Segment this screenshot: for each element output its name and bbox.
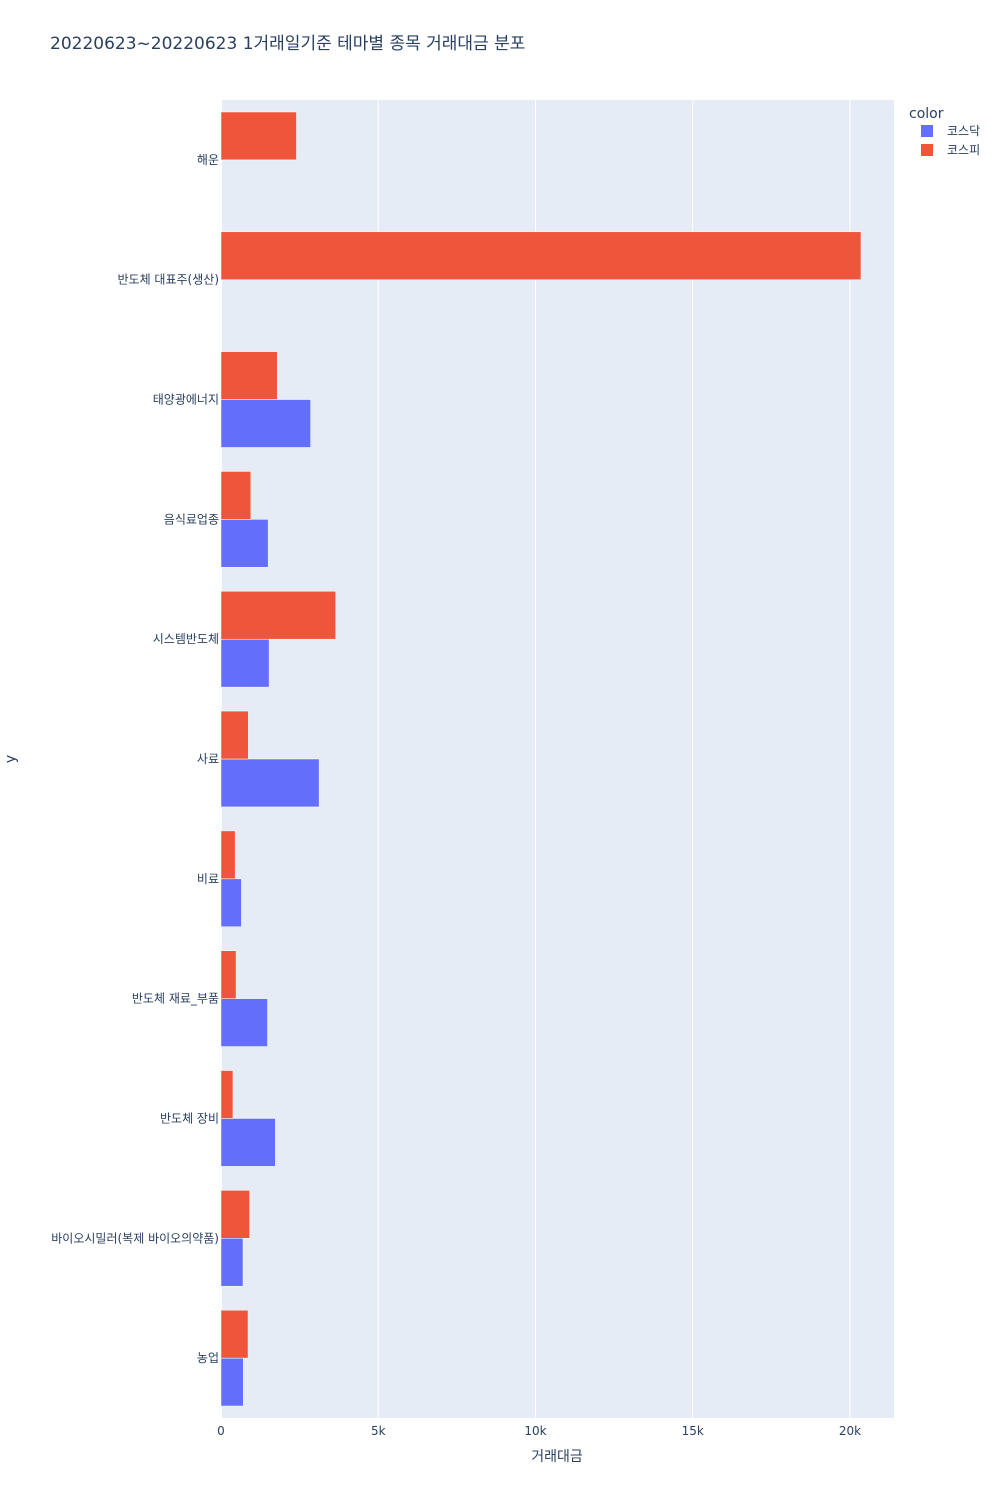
legend-label: 코스닥 xyxy=(947,124,980,138)
x-axis-ticks: 0 5k 10k 15k 20k xyxy=(217,1424,861,1438)
y-tick-label: 시스템반도체 xyxy=(153,632,219,646)
bar-kosdaq[interactable] xyxy=(220,519,269,568)
bar-kospi[interactable] xyxy=(220,950,237,999)
bar-kosdaq[interactable] xyxy=(220,1357,244,1407)
legend-label: 코스피 xyxy=(947,143,980,157)
plot-area xyxy=(221,100,894,1418)
legend-title: color xyxy=(909,106,944,122)
bar-kosdaq[interactable] xyxy=(220,878,242,927)
x-axis-title: 거래대금 xyxy=(531,1449,583,1465)
bar-kosdaq[interactable] xyxy=(220,638,270,688)
y-tick-label: 해운 xyxy=(197,153,219,167)
bar-kosdaq[interactable] xyxy=(220,758,320,808)
bars xyxy=(220,111,862,1407)
y-tick-label: 비료 xyxy=(197,872,219,886)
y-tick-label: 바이오시밀러(복제 바이오의약품) xyxy=(51,1230,219,1245)
legend-swatch xyxy=(921,125,933,137)
legend-item[interactable]: 코스피 xyxy=(921,143,980,157)
legend-item[interactable]: 코스닥 xyxy=(921,124,980,138)
bar-kospi[interactable] xyxy=(220,710,249,760)
x-tick-label: 5k xyxy=(371,1424,386,1438)
bar-kospi[interactable] xyxy=(220,830,236,880)
x-tick-label: 15k xyxy=(682,1424,704,1438)
y-tick-label: 사료 xyxy=(197,752,219,766)
bar-kospi[interactable] xyxy=(220,111,297,161)
x-tick-label: 10k xyxy=(524,1424,546,1438)
bar-kospi[interactable] xyxy=(220,1070,234,1119)
y-tick-label: 반도체 대표주(생산) xyxy=(118,273,220,287)
bar-kosdaq[interactable] xyxy=(220,399,311,448)
bar-kosdaq[interactable] xyxy=(220,998,268,1047)
y-tick-label: 농업 xyxy=(197,1351,219,1365)
x-tick-label: 0 xyxy=(217,1424,225,1438)
x-tick-label: 20k xyxy=(839,1424,861,1438)
y-tick-label: 태양광에너지 xyxy=(153,393,219,407)
bar-kospi[interactable] xyxy=(220,471,252,520)
legend-swatch xyxy=(921,144,933,156)
bar-kospi[interactable] xyxy=(220,591,337,640)
bar-kosdaq[interactable] xyxy=(220,1238,244,1287)
y-axis-title: y xyxy=(3,755,19,763)
y-tick-label: 음식료업종 xyxy=(164,512,219,526)
chart-title: 20220623~20220623 1거래일기준 테마별 종목 거래대금 분포 xyxy=(50,34,525,54)
bar-kospi[interactable] xyxy=(220,231,862,280)
y-tick-label: 반도체 장비 xyxy=(160,1111,219,1125)
bar-kosdaq[interactable] xyxy=(220,1118,276,1167)
bar-kospi[interactable] xyxy=(220,1190,250,1239)
bar-kospi[interactable] xyxy=(220,351,278,400)
bar-kospi[interactable] xyxy=(220,1309,249,1359)
y-tick-label: 반도체 재료_부품 xyxy=(132,992,219,1006)
